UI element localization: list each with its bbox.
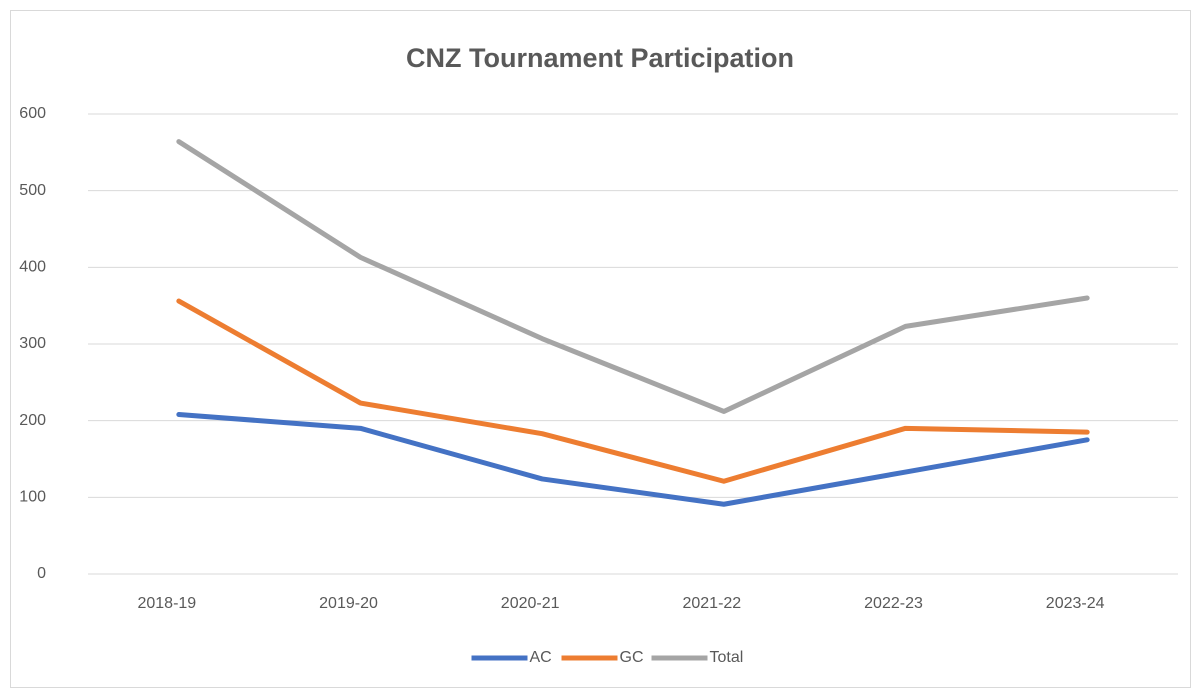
x-tick-label: 2023-24 <box>1046 595 1105 612</box>
y-tick-label: 300 <box>19 335 46 352</box>
line-series <box>176 298 1090 484</box>
x-tick-label: 2022-23 <box>864 595 923 612</box>
y-tick-label: 400 <box>19 259 46 276</box>
line-series <box>176 139 1090 414</box>
y-tick-label: 200 <box>19 412 46 429</box>
y-tick-label: 0 <box>37 565 46 582</box>
x-tick-label: 2018-19 <box>137 595 196 612</box>
legend-label: GC <box>620 649 644 666</box>
x-tick-label: 2020-21 <box>501 595 560 612</box>
y-tick-label: 100 <box>19 489 46 506</box>
y-tick-label: 600 <box>19 105 46 122</box>
line-series <box>176 412 1090 507</box>
chart-title: CNZ Tournament Participation <box>406 43 794 73</box>
x-tick-label: 2021-22 <box>682 595 741 612</box>
legend-label: Total <box>710 649 744 666</box>
x-tick-label: 2019-20 <box>319 595 378 612</box>
chart-frame <box>10 10 1191 688</box>
y-tick-label: 500 <box>19 182 46 199</box>
legend-label: AC <box>530 649 552 666</box>
